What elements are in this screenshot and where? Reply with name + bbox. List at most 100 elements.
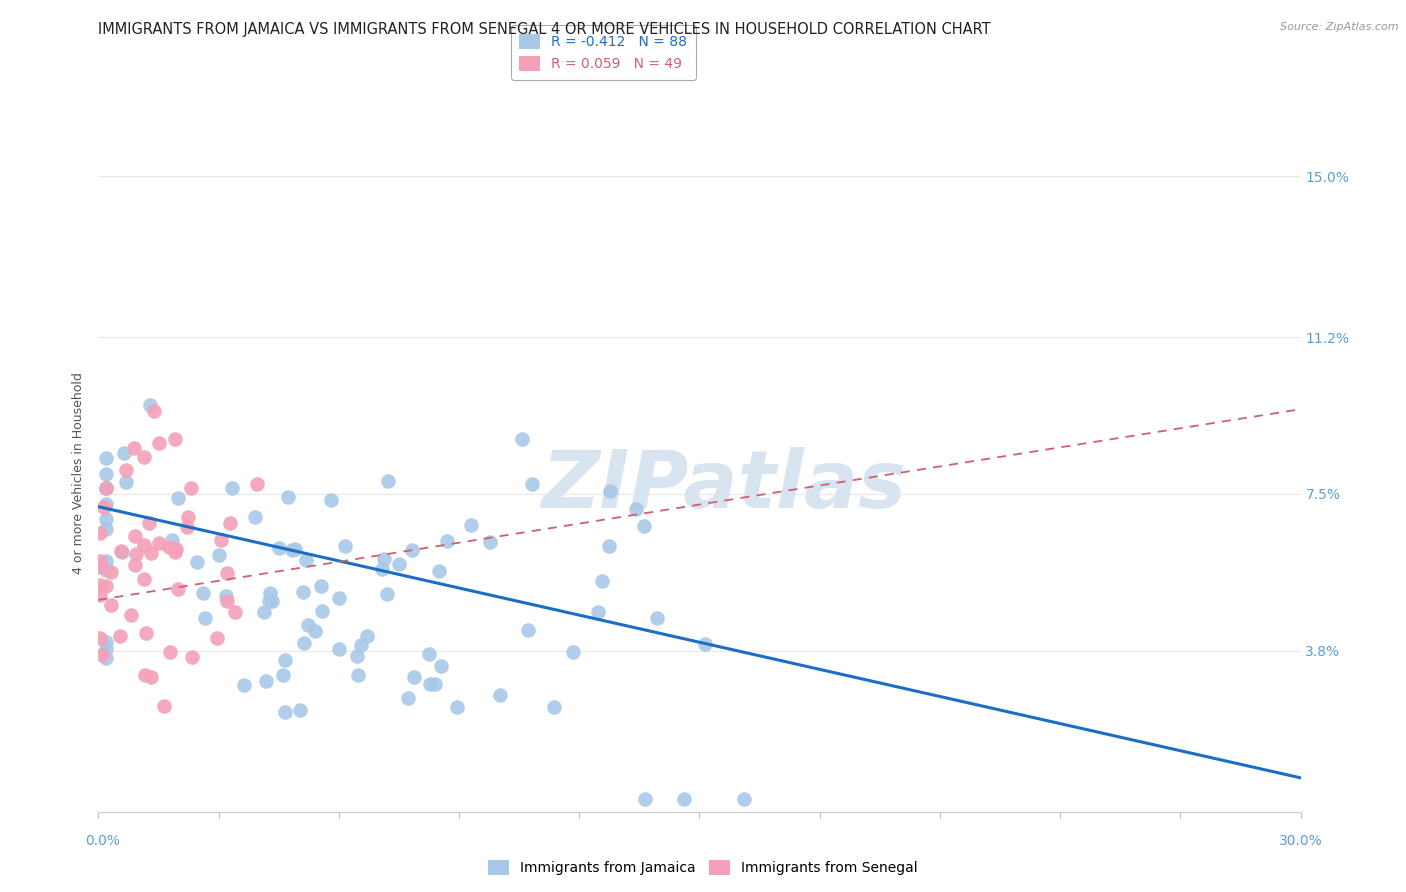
Point [96,641,118,656]
Point [159,540,181,554]
Point [633,519,655,533]
Point [96,450,118,465]
Point [634,792,657,806]
Point [598,540,620,554]
Point [561,645,583,659]
Point [284,541,307,556]
Point [139,670,162,684]
Point [599,484,621,499]
Point [100,599,122,613]
Point [208,548,231,562]
Text: ZIPatlas: ZIPatlas [541,447,905,525]
Point [377,587,399,601]
Point [91,648,114,663]
Point [120,607,142,622]
Point [304,624,326,639]
Point [153,698,176,713]
Point [446,700,468,714]
Point [257,594,280,608]
Point [370,562,392,576]
Point [295,553,318,567]
Point [180,650,202,665]
Point [733,792,755,806]
Point [167,491,190,505]
Point [219,516,242,530]
Point [135,626,157,640]
Point [418,648,440,662]
Legend: R = -0.412   N = 88, R = 0.059   N = 49: R = -0.412 N = 88, R = 0.059 N = 49 [510,26,696,79]
Point [460,518,482,533]
Point [205,632,228,646]
Point [191,586,214,600]
Point [124,529,146,543]
Text: Source: ZipAtlas.com: Source: ZipAtlas.com [1281,22,1399,32]
Point [162,533,184,547]
Point [280,542,302,557]
Point [402,670,425,684]
Point [89,632,111,646]
Point [115,475,138,489]
Point [186,555,208,569]
Legend: Immigrants from Jamaica, Immigrants from Senegal: Immigrants from Jamaica, Immigrants from… [482,855,924,880]
Point [626,502,648,516]
Point [297,618,319,632]
Point [89,554,111,568]
Point [254,673,277,688]
Point [134,667,156,681]
Point [243,509,266,524]
Point [224,606,246,620]
Point [165,545,187,559]
Point [522,477,544,491]
Point [132,572,155,586]
Point [180,481,202,495]
Text: IMMIGRANTS FROM JAMAICA VS IMMIGRANTS FROM SENEGAL 4 OR MORE VEHICLES IN HOUSEHO: IMMIGRANTS FROM JAMAICA VS IMMIGRANTS FR… [98,22,991,37]
Point [319,492,342,507]
Point [215,590,238,604]
Point [215,593,238,607]
Point [347,667,370,681]
Point [89,588,111,602]
Point [333,539,356,553]
Point [93,500,115,515]
Point [167,582,190,596]
Point [436,533,458,548]
Point [111,544,134,558]
Point [269,541,291,555]
Point [373,552,395,566]
Point [246,477,269,491]
Point [479,534,502,549]
Point [377,474,399,488]
Point [96,635,118,649]
Point [401,542,423,557]
Point [292,636,315,650]
Point [176,510,198,524]
Point [96,579,118,593]
Point [430,658,453,673]
Point [489,688,512,702]
Point [328,641,350,656]
Point [89,560,111,574]
Point [148,436,170,450]
Point [96,554,118,568]
Point [139,546,162,560]
Point [274,653,297,667]
Point [94,482,117,496]
Point [292,584,315,599]
Point [124,441,146,455]
Point [419,677,441,691]
Point [328,591,350,605]
Point [396,690,419,705]
Point [112,446,135,460]
Y-axis label: 4 or more Vehicles in Household: 4 or more Vehicles in Household [72,372,86,574]
Point [96,563,118,577]
Point [96,467,118,481]
Point [124,558,146,572]
Point [647,611,669,625]
Point [271,668,294,682]
Point [143,404,166,418]
Point [543,700,565,714]
Text: 0.0%: 0.0% [86,834,120,848]
Point [388,557,411,571]
Point [110,543,132,558]
Point [194,611,217,625]
